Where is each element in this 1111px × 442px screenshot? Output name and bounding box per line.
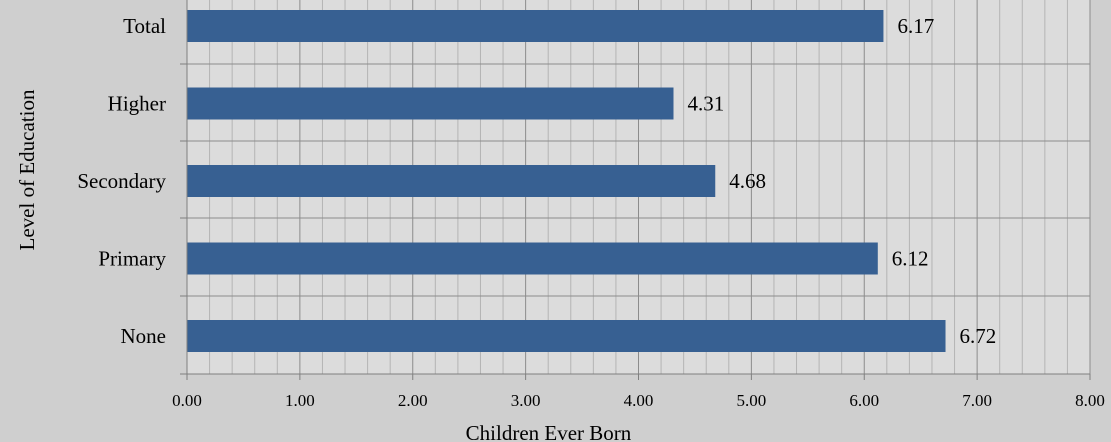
data-label: 4.68 xyxy=(729,169,766,193)
x-tick-label: 1.00 xyxy=(285,391,315,410)
data-label: 6.72 xyxy=(960,324,997,348)
x-tick-label: 8.00 xyxy=(1075,391,1105,410)
category-label: Total xyxy=(123,14,166,38)
category-label: Higher xyxy=(108,92,166,116)
x-axis-title: Children Ever Born xyxy=(466,421,632,442)
x-tick-label: 7.00 xyxy=(962,391,992,410)
x-tick-label: 4.00 xyxy=(624,391,654,410)
bar-secondary xyxy=(187,165,715,197)
category-label: Secondary xyxy=(77,169,166,193)
data-label: 6.17 xyxy=(897,14,934,38)
y-axis-title: Level of Education xyxy=(15,89,39,250)
x-tick-label: 2.00 xyxy=(398,391,428,410)
category-label: Primary xyxy=(98,247,166,271)
x-tick-label: 0.00 xyxy=(172,391,202,410)
bar-higher xyxy=(187,88,673,120)
data-label: 6.12 xyxy=(892,247,929,271)
bar-total xyxy=(187,10,883,42)
bar-primary xyxy=(187,243,878,275)
x-tick-label: 3.00 xyxy=(511,391,541,410)
data-label: 4.31 xyxy=(687,92,724,116)
category-label: None xyxy=(121,324,167,348)
x-tick-label: 5.00 xyxy=(737,391,767,410)
bar-none xyxy=(187,320,946,352)
x-tick-label: 6.00 xyxy=(849,391,879,410)
